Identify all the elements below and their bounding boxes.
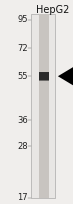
Text: HepG2: HepG2	[36, 5, 69, 15]
Bar	[39, 72, 49, 81]
Text: 72: 72	[17, 44, 28, 53]
Bar	[31, 14, 55, 198]
Text: 17: 17	[17, 193, 28, 202]
Bar	[39, 72, 49, 80]
Bar	[39, 73, 49, 80]
Bar	[39, 72, 49, 80]
Text: 28: 28	[17, 142, 28, 151]
Text: 55: 55	[17, 72, 28, 81]
Bar	[39, 72, 49, 80]
Text: 95: 95	[17, 15, 28, 24]
Text: 36: 36	[17, 116, 28, 125]
Bar	[39, 73, 49, 80]
Bar	[39, 72, 49, 81]
Bar	[39, 14, 49, 198]
Bar	[39, 73, 49, 80]
